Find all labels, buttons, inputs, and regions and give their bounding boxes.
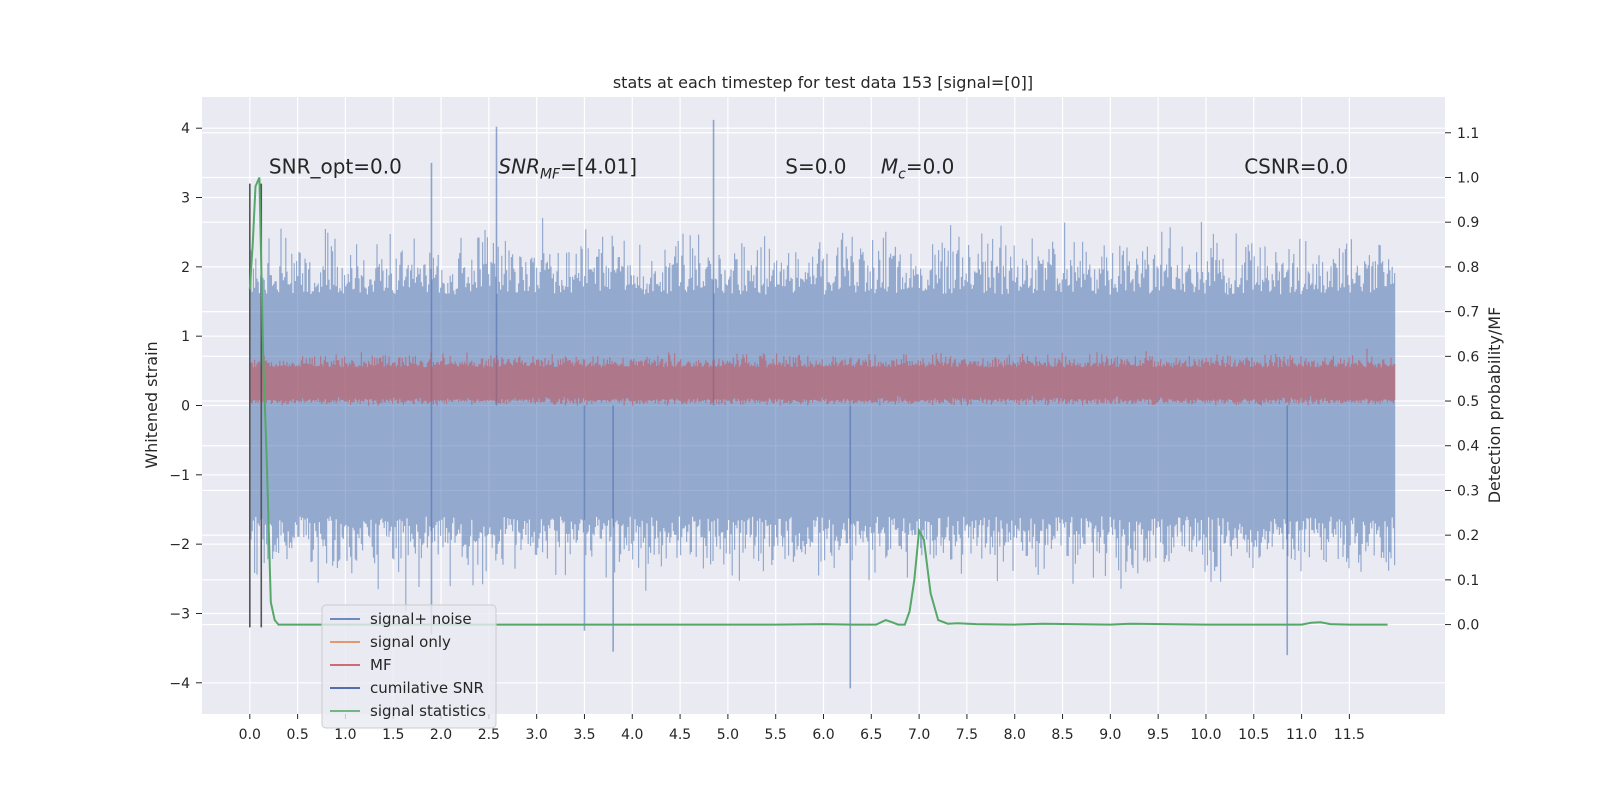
y2-tick-label-8: 0.3 [1457, 483, 1479, 499]
x-tick-label-10: 5.0 [717, 727, 739, 743]
y-tick-label-5: −1 [169, 468, 190, 484]
x-tick-label-4: 2.0 [430, 727, 452, 743]
x-tick-label-1: 0.5 [286, 727, 308, 743]
legend-entry-0: signal+ noise [370, 610, 472, 628]
x-tick-label-16: 8.0 [1004, 727, 1026, 743]
y-tick-label-3: 1 [181, 329, 190, 345]
y2-tick-label-3: 0.8 [1457, 260, 1479, 276]
annotations: SNR_opt=0.0 SNRMF=[4.01] S=0.0 Mc=0.0 CSNR=0… [269, 154, 1348, 182]
y2-tick-label-0: 1.1 [1457, 126, 1479, 142]
legend-box [321, 604, 497, 729]
annotation-0: SNR_opt=0.0 [269, 154, 402, 178]
y-tick-label-0: 4 [181, 121, 190, 137]
x-axis-ticks: 0.0 0.5 1.0 1.5 2.0 2.5 3.0 3.5 4.0 4.5 5.0 5.5 6.0 6… [239, 714, 1365, 743]
annotation-4: CSNR=0.0 [1244, 154, 1348, 178]
legend: signal+ noise signal only MF cumilative SNR… [321, 604, 497, 729]
legend-entry-2: MF [370, 656, 392, 674]
plot-content [248, 119, 1396, 689]
x-tick-label-15: 7.5 [956, 727, 978, 743]
x-tick-label-8: 4.0 [621, 727, 643, 743]
y2-tick-label-9: 0.2 [1457, 528, 1479, 544]
annotation-2: S=0.0 [785, 154, 846, 178]
chart-title: stats at each timestep for test data 153… [613, 73, 1033, 92]
x-tick-label-0: 0.0 [239, 727, 261, 743]
x-tick-label-19: 9.5 [1147, 727, 1169, 743]
y-axis-left-ticks: 4 3 2 1 0 −1 −2 −3 −4 [169, 121, 202, 692]
y-tick-label-2: 2 [181, 260, 190, 276]
x-tick-label-22: 11.0 [1286, 727, 1317, 743]
y2-tick-label-1: 1.0 [1457, 170, 1479, 186]
y-tick-label-1: 3 [181, 191, 190, 207]
y2-tick-label-11: 0.0 [1457, 618, 1479, 634]
y-tick-label-4: 0 [181, 399, 190, 415]
x-tick-label-3: 1.5 [382, 727, 404, 743]
y-tick-label-6: −2 [169, 537, 190, 553]
x-tick-label-6: 3.0 [526, 727, 548, 743]
y-axis-left-label: Whitened strain [142, 341, 161, 468]
x-tick-label-13: 6.5 [860, 727, 882, 743]
x-tick-label-23: 11.5 [1334, 727, 1365, 743]
x-tick-label-11: 5.5 [765, 727, 787, 743]
y2-tick-label-10: 0.1 [1457, 573, 1479, 589]
x-tick-label-14: 7.0 [908, 727, 930, 743]
x-tick-label-18: 9.0 [1099, 727, 1121, 743]
x-tick-label-7: 3.5 [573, 727, 595, 743]
y2-tick-label-2: 0.9 [1457, 215, 1479, 231]
legend-entry-1: signal only [370, 633, 451, 651]
x-tick-label-9: 4.5 [669, 727, 691, 743]
y2-tick-label-5: 0.6 [1457, 349, 1479, 365]
x-tick-label-12: 6.0 [812, 727, 834, 743]
y2-tick-label-4: 0.7 [1457, 305, 1479, 321]
annotation-3: Mc=0.0 [881, 154, 955, 182]
series-signal-statistics-line [248, 177, 1388, 626]
legend-entry-3: cumilative SNR [370, 679, 484, 697]
y2-tick-label-6: 0.5 [1457, 394, 1479, 410]
x-tick-label-2: 1.0 [334, 727, 356, 743]
legend-entry-4: signal statistics [370, 702, 486, 720]
y-tick-label-7: −3 [169, 606, 190, 622]
x-tick-label-5: 2.5 [478, 727, 500, 743]
y-tick-label-8: −4 [169, 676, 190, 692]
x-tick-label-17: 8.5 [1051, 727, 1073, 743]
annotation-1: SNRMF=[4.01] [498, 154, 637, 182]
x-tick-label-20: 10.0 [1190, 727, 1221, 743]
y-axis-right-label: Detection probability/MF [1485, 307, 1504, 504]
y2-tick-label-7: 0.4 [1457, 439, 1479, 455]
y-axis-right-ticks: 1.1 1.0 0.9 0.8 0.7 0.6 0.5 0.4 0.3 0.2 0.1 0.0 [1445, 126, 1479, 634]
x-tick-label-21: 10.5 [1238, 727, 1269, 743]
